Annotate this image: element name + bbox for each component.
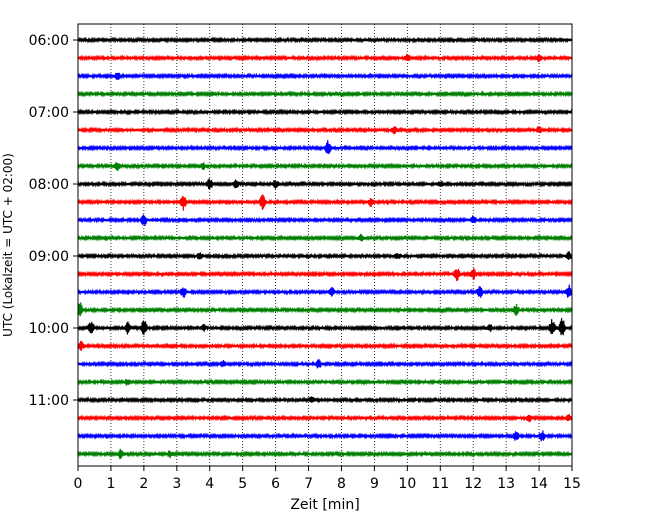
trace-line	[77, 214, 573, 227]
x-tick-label: 10	[398, 476, 416, 492]
trace-line	[77, 53, 573, 63]
y-tick-label: 06:00	[29, 33, 69, 49]
x-tick-label: 9	[370, 476, 379, 492]
trace-line	[77, 378, 573, 386]
x-axis-label: Zeit [min]	[290, 497, 359, 513]
trace-line	[77, 302, 573, 317]
trace-line	[77, 396, 573, 404]
x-tick-label: 0	[74, 476, 83, 492]
plot-frame	[77, 23, 573, 467]
trace-line	[77, 414, 573, 423]
x-tick-label: 4	[205, 476, 214, 492]
trace-line	[77, 90, 573, 98]
trace-line	[77, 140, 573, 154]
trace-line	[77, 36, 573, 44]
y-tick-label: 07:00	[29, 105, 69, 121]
x-tick-label: 3	[172, 476, 181, 492]
x-tick-label: 8	[337, 476, 346, 492]
trace-line	[77, 430, 573, 442]
trace-line	[77, 448, 573, 459]
trace-line	[77, 340, 573, 351]
x-tick-label: 5	[238, 476, 247, 492]
y-axis-label: UTC (Lokalzeit = UTC + 02:00)	[1, 153, 15, 337]
x-tick-label: 1	[106, 476, 115, 492]
y-tick-label: 08:00	[29, 177, 69, 193]
x-tick-label: 14	[530, 476, 548, 492]
x-tick-label: 6	[271, 476, 280, 492]
trace-lines	[77, 36, 573, 459]
y-axis-ticks: 06:00 07:00 08:00 09:00 10:00 11:00	[29, 33, 78, 409]
trace-line	[77, 72, 573, 80]
trace-line	[77, 268, 573, 282]
trace-line	[77, 284, 573, 298]
trace-line	[77, 251, 573, 261]
x-tick-label: 7	[304, 476, 313, 492]
x-tick-label: 11	[431, 476, 449, 492]
x-tick-label: 15	[563, 476, 581, 492]
trace-line	[77, 233, 573, 242]
y-tick-label: 11:00	[29, 393, 69, 409]
x-axis-ticks: 0 1 2 3 4 5 6 7 8 9 10 11 12 13 14 15	[74, 466, 581, 492]
x-tick-label: 2	[139, 476, 148, 492]
trace-line	[77, 162, 573, 172]
x-tick-label: 12	[464, 476, 482, 492]
trace-line	[77, 126, 573, 135]
x-tick-label: 13	[497, 476, 515, 492]
y-tick-label: 09:00	[29, 249, 69, 265]
trace-line	[77, 318, 573, 336]
trace-line	[77, 194, 573, 211]
trace-line	[77, 108, 573, 116]
trace-line	[77, 178, 573, 190]
y-tick-label: 10:00	[29, 321, 69, 337]
trace-line	[77, 359, 573, 369]
